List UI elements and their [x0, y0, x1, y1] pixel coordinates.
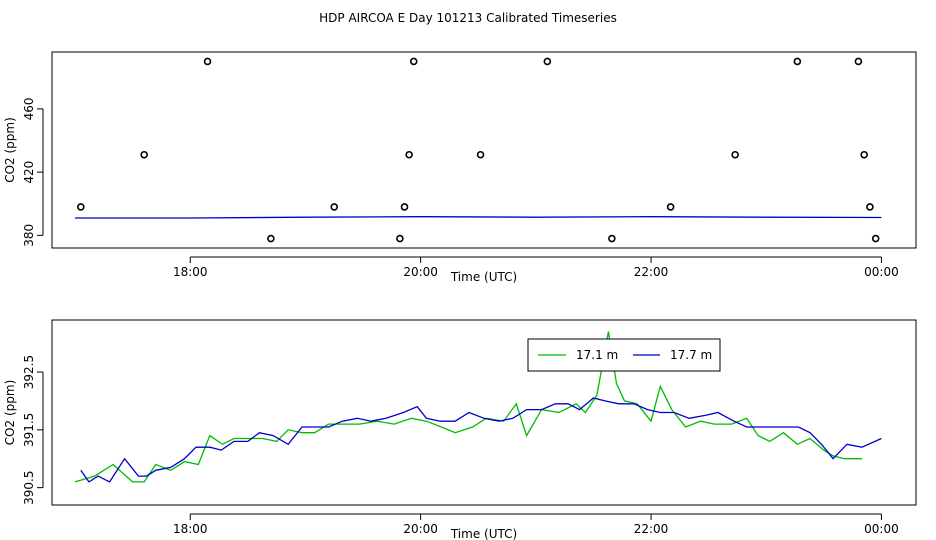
panel-top: 18:00 20:00 22:00 00:00 Time (UTC) 380 420 460 C… [3, 51, 917, 284]
y-tick-label: 391.5 [22, 413, 36, 447]
x-tick-label: 18:00 [173, 522, 208, 536]
legend: 17.1 m 17.7 m [527, 338, 721, 372]
x-axis-label: Time (UTC) [450, 527, 517, 540]
data-point [543, 57, 552, 66]
x-tick-label: 00:00 [864, 265, 899, 279]
data-point [860, 150, 868, 159]
x-tick-label: 20:00 [403, 522, 438, 536]
plot-frame [51, 319, 917, 506]
y-tick-label: 390.5 [22, 470, 36, 504]
data-point [140, 150, 148, 159]
series-line-1 [80, 397, 882, 483]
figure-title: HDP AIRCOA E Day 101213 Calibrated Times… [319, 11, 617, 25]
data-point [854, 57, 863, 66]
x-axis-label: Time (UTC) [450, 270, 517, 284]
data-point [267, 234, 275, 243]
x-tick-label: 20:00 [403, 265, 438, 279]
data-point [608, 234, 616, 243]
y-axis-label: CO2 (ppm) [3, 117, 17, 183]
data-point [476, 150, 485, 159]
y-tick-label: 380 [22, 224, 36, 247]
data-point [330, 203, 339, 211]
data-point [396, 234, 404, 243]
plot-frame [51, 51, 917, 249]
x-tick-label: 18:00 [173, 265, 208, 279]
data-point [731, 150, 739, 159]
data-point [400, 203, 409, 211]
x-tick-label: 22:00 [634, 522, 669, 536]
series-line [75, 216, 882, 219]
data-point [203, 57, 212, 66]
y-tick-label: 460 [22, 97, 36, 120]
data-point [409, 57, 418, 66]
y-tick-label: 392.5 [22, 355, 36, 389]
legend-label-0: 17.1 m [576, 348, 618, 362]
x-tick-label: 22:00 [634, 265, 669, 279]
legend-label-1: 17.7 m [670, 348, 712, 362]
x-tick-label: 00:00 [864, 522, 899, 536]
data-point [793, 57, 802, 66]
data-point [866, 203, 874, 211]
data-point [871, 234, 880, 243]
data-point [666, 203, 675, 211]
data-point [77, 203, 85, 211]
y-axis-label: CO2 (ppm) [3, 380, 17, 446]
data-point [405, 150, 413, 159]
panel-bottom: 18:00 20:00 22:00 00:00 Time (UTC) 390.5 391.5… [3, 319, 917, 540]
series-line-0 [74, 331, 862, 483]
y-tick-label: 420 [22, 161, 36, 184]
